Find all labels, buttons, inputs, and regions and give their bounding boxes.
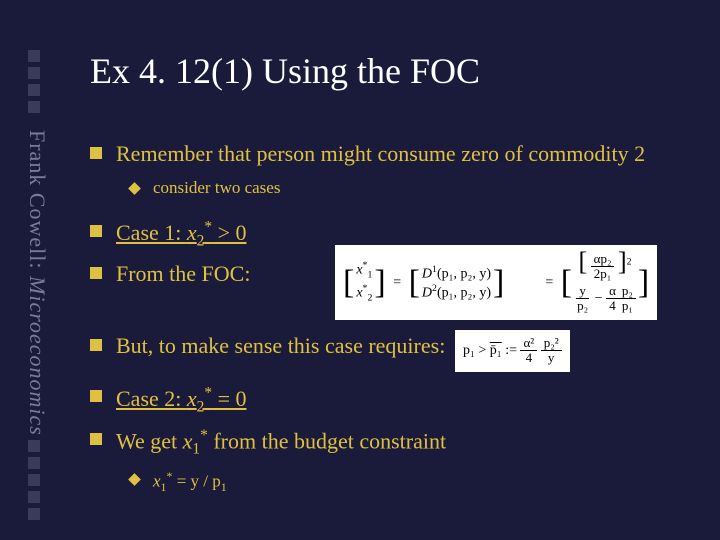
sidebar-author: Frank Cowell: <box>25 130 50 276</box>
bullet-2-text: Case 1: x2* > 0 <box>116 218 246 251</box>
formula-condition: p₁ > p̄₁ := α²4 p₂²y <box>455 330 570 372</box>
bullet-marker-icon <box>90 147 102 159</box>
bullet-4-text: But, to make sense this case requires: <box>116 332 445 360</box>
bullet-marker-icon <box>90 339 102 351</box>
bullet-6-sub-text: x1* = y / p1 <box>153 469 227 495</box>
sidebar-decor-bottom <box>28 440 40 520</box>
sidebar-course: Microeconomics <box>25 276 50 436</box>
sub-bullet-marker-icon <box>128 182 141 195</box>
bullet-marker-icon <box>90 390 102 402</box>
bullet-marker-icon <box>90 267 102 279</box>
bullet-1-sub: consider two cases <box>130 178 700 198</box>
bullet-5: Case 2: x2* = 0 <box>90 383 700 416</box>
bullet-1-sub-text: consider two cases <box>153 178 280 198</box>
slide-content: Remember that person might consume zero … <box>90 140 700 509</box>
bullet-1-text: Remember that person might consume zero … <box>116 140 645 168</box>
bullet-4: But, to make sense this case requires: <box>90 332 700 360</box>
bullet-1: Remember that person might consume zero … <box>90 140 700 168</box>
formula-foc: [ x*1 x*2 ] = [ D1(p₁, p₂, y) D2(p₁, p₂,… <box>335 245 657 320</box>
bullet-6-sub: x1* = y / p1 <box>130 469 700 495</box>
slide-title: Ex 4. 12(1) Using the FOC <box>90 50 480 92</box>
bullet-5-text: Case 2: x2* = 0 <box>116 383 246 416</box>
sub-bullet-marker-icon <box>128 474 141 487</box>
slide: Frank Cowell: Microeconomics Ex 4. 12(1)… <box>0 0 720 540</box>
bullet-marker-icon <box>90 433 102 445</box>
bullet-6-text: We get x1* from the budget constraint <box>116 426 446 459</box>
bullet-6: We get x1* from the budget constraint <box>90 426 700 459</box>
sidebar-decor-top <box>28 50 40 113</box>
bullet-3-text: From the FOC: <box>116 260 250 288</box>
bullet-marker-icon <box>90 225 102 237</box>
sidebar-label: Frank Cowell: Microeconomics <box>24 130 50 436</box>
